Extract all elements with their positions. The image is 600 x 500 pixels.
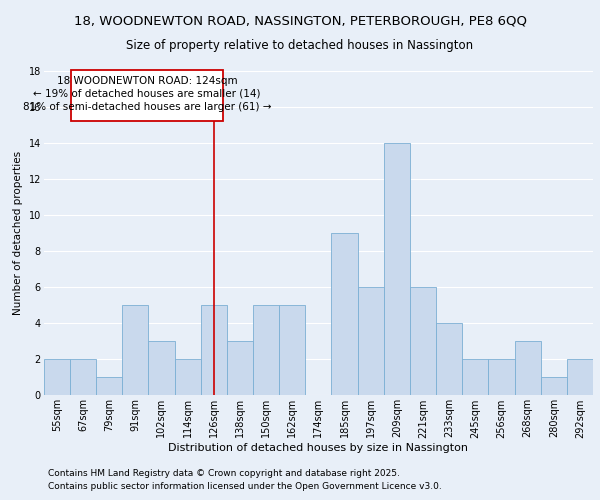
Text: 18, WOODNEWTON ROAD, NASSINGTON, PETERBOROUGH, PE8 6QQ: 18, WOODNEWTON ROAD, NASSINGTON, PETERBO… xyxy=(74,15,527,28)
X-axis label: Distribution of detached houses by size in Nassington: Distribution of detached houses by size … xyxy=(169,443,469,453)
Bar xyxy=(541,378,567,396)
Text: Contains public sector information licensed under the Open Government Licence v3: Contains public sector information licen… xyxy=(48,482,442,491)
Bar xyxy=(148,342,175,396)
Bar xyxy=(70,360,96,396)
Text: 81% of semi-detached houses are larger (61) →: 81% of semi-detached houses are larger (… xyxy=(23,102,271,112)
Bar xyxy=(279,305,305,396)
Bar xyxy=(488,360,515,396)
Bar xyxy=(567,360,593,396)
Text: ← 19% of detached houses are smaller (14): ← 19% of detached houses are smaller (14… xyxy=(34,89,261,99)
Bar xyxy=(436,324,462,396)
Bar xyxy=(122,305,148,396)
Bar xyxy=(200,305,227,396)
Bar xyxy=(358,287,384,396)
Bar xyxy=(227,342,253,396)
Bar xyxy=(96,378,122,396)
Bar xyxy=(175,360,200,396)
Text: Contains HM Land Registry data © Crown copyright and database right 2025.: Contains HM Land Registry data © Crown c… xyxy=(48,468,400,477)
Text: 18 WOODNEWTON ROAD: 124sqm: 18 WOODNEWTON ROAD: 124sqm xyxy=(57,76,238,86)
Y-axis label: Number of detached properties: Number of detached properties xyxy=(13,151,23,315)
Bar xyxy=(462,360,488,396)
Bar xyxy=(253,305,279,396)
FancyBboxPatch shape xyxy=(71,70,223,122)
Bar xyxy=(331,233,358,396)
Bar xyxy=(410,287,436,396)
Bar xyxy=(515,342,541,396)
Bar xyxy=(44,360,70,396)
Text: Size of property relative to detached houses in Nassington: Size of property relative to detached ho… xyxy=(127,39,473,52)
Bar xyxy=(384,143,410,396)
